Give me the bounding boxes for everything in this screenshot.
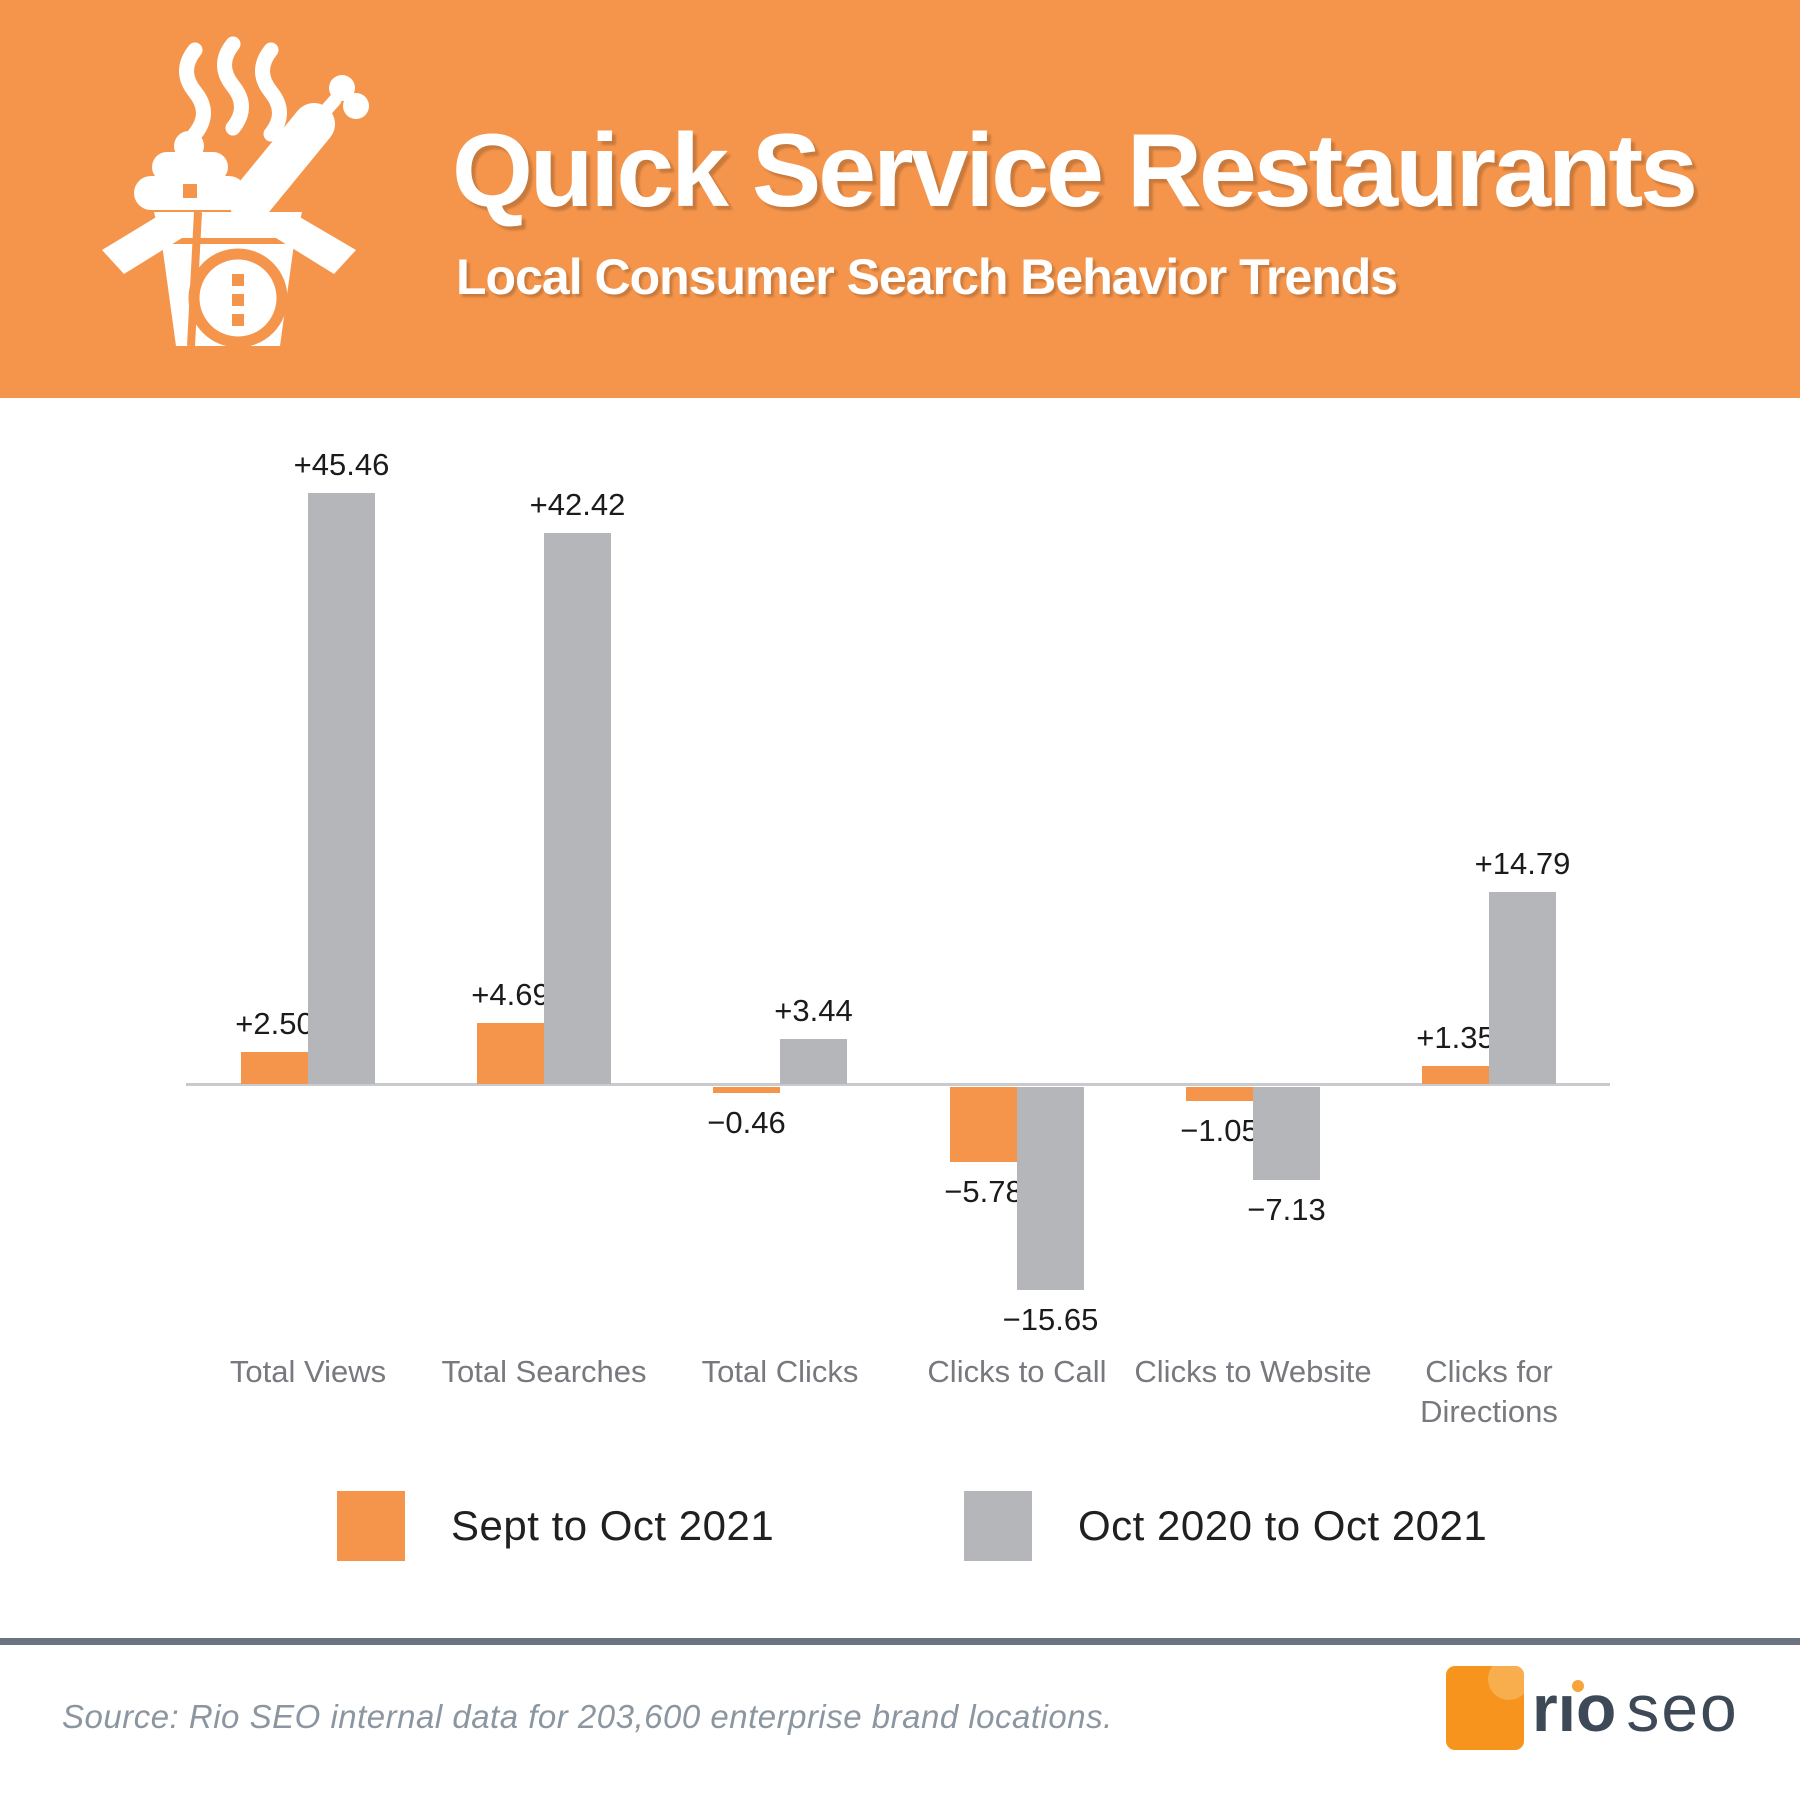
logo-seo-text: seo [1626,1671,1739,1745]
bar-s0-c2 [713,1087,780,1093]
bar-value-s1-c2: +3.44 [774,993,853,1029]
x-axis-label-c2: Total Clicks [701,1354,859,1389]
bar-value-s0-c0: +2.50 [235,1005,314,1041]
bar-s1-c1 [544,532,611,1084]
bar-value-s0-c5: +1.35 [1416,1020,1495,1056]
bar-s1-c3 [1017,1087,1084,1291]
bar-s0-c1 [477,1023,544,1084]
header-banner: Quick Service Restaurants Local Consumer… [0,0,1800,398]
x-axis-label-c0: Total Views [229,1354,387,1389]
bar-value-s0-c1: +4.69 [471,977,550,1013]
logo-highlight [1488,1666,1524,1700]
footer-divider [0,1638,1800,1645]
steam-icon [179,36,287,142]
swirl-food-icon [134,131,246,210]
bar-s1-c2 [780,1039,847,1084]
bar-s0-c4 [1186,1087,1253,1101]
rio-seo-logo: rıo seo [1446,1664,1766,1774]
bar-value-s1-c0: +45.46 [293,447,390,483]
bar-value-s0-c2: −0.46 [707,1104,786,1140]
logo-i-dot [1572,1680,1584,1692]
x-axis-label-c3: Clicks to Call [927,1354,1107,1389]
bar-value-s0-c3: −5.78 [944,1174,1023,1210]
bar-s1-c0 [308,493,375,1084]
takeout-carton [102,211,356,348]
page-title: Quick Service Restaurants [452,113,1698,229]
legend-label: Sept to Oct 2021 [451,1502,775,1549]
bar-value-s1-c3: −15.65 [1002,1302,1099,1338]
page-subtitle: Local Consumer Search Behavior Trends [456,249,1398,305]
bar-s0-c3 [950,1087,1017,1163]
bar-s0-c5 [1422,1066,1489,1084]
x-axis-label-c1: Total Searches [441,1354,647,1389]
legend-item-oct-2020-oct-2021: Oct 2020 to Oct 2021 [964,1491,1487,1561]
bar-value-s0-c4: −1.05 [1180,1112,1259,1148]
legend-item-sept-oct-2021: Sept to Oct 2021 [337,1491,774,1561]
bar-s1-c4 [1253,1087,1320,1180]
x-axis-label-c4: Clicks to Website [1134,1354,1372,1389]
x-axis-label-c5: Clicks for Directions [1420,1354,1558,1429]
drumstick-icon [229,75,369,223]
bar-chart: +2.50 +4.69 −0.46 −5.78 −1.05 +1.35 +45.46 +42.… [186,447,1610,1429]
takeout-box-icon [102,36,369,348]
legend-label: Oct 2020 to Oct 2021 [1078,1502,1488,1549]
bar-value-s1-c5: +14.79 [1474,845,1571,881]
bar-s1-c5 [1489,891,1556,1084]
bar-s0-c0 [241,1051,308,1084]
rio-seo-logo-text: rıo seo [1532,1664,1739,1754]
x-axis-line [186,1083,1610,1086]
legend-swatch-orange [337,1491,405,1561]
source-citation: Source: Rio SEO internal data for 203,60… [62,1698,1113,1735]
bar-value-s1-c4: −7.13 [1247,1191,1326,1227]
rio-seo-logo-mark [1446,1666,1524,1750]
legend-swatch-gray [964,1491,1032,1561]
bar-value-s1-c1: +42.42 [529,486,626,522]
